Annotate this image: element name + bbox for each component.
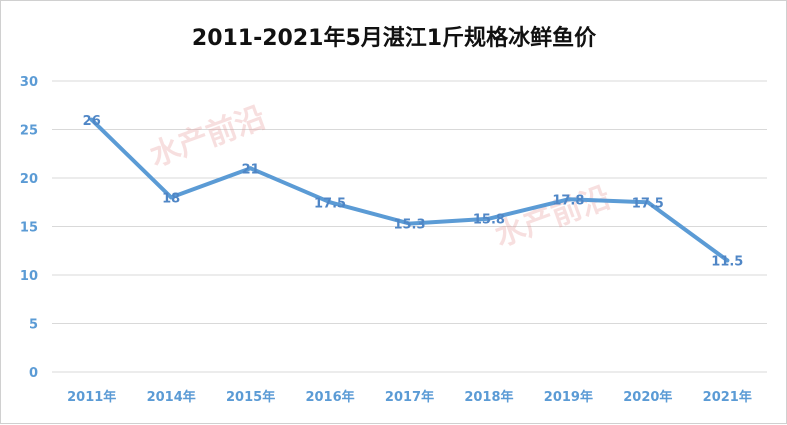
y-tick-label: 15 (20, 221, 38, 236)
x-tick-label: 2016年 (305, 389, 354, 405)
y-tick-label: 5 (29, 318, 38, 333)
data-label: 17.5 (314, 196, 346, 211)
x-tick-label: 2017年 (385, 389, 434, 405)
data-point (89, 117, 94, 122)
watermark: 水产前沿 (490, 180, 615, 254)
data-label: 21 (242, 162, 260, 177)
x-tick-label: 2020年 (623, 389, 672, 405)
y-tick-label: 25 (20, 124, 38, 139)
series-layer (89, 117, 730, 263)
gridlines (52, 80, 767, 373)
y-tick-label: 0 (29, 366, 38, 381)
data-point (169, 195, 174, 200)
data-label: 11.5 (711, 254, 743, 269)
x-tick-label: 2014年 (147, 389, 196, 405)
data-label: 17.8 (552, 193, 584, 208)
data-label: 18 (162, 191, 180, 206)
data-label: 17.5 (632, 196, 664, 211)
data-label: 15.3 (393, 218, 425, 233)
x-tick-label: 2019年 (544, 389, 593, 405)
chart-title: 2011-2021年5月湛江1斤规格冰鲜鱼价 (192, 25, 597, 51)
x-tick-label: 2018年 (464, 389, 513, 405)
data-point (407, 221, 412, 226)
y-tick-label: 20 (20, 172, 38, 187)
x-tick-label: 2021年 (703, 389, 752, 405)
data-label: 15.8 (473, 213, 505, 228)
x-tick-label: 2015年 (226, 389, 275, 405)
data-point (725, 258, 730, 263)
x-tick-label: 2011年 (67, 389, 116, 405)
data-point (645, 200, 650, 205)
y-axis: 0 5 10 15 20 25 30 (20, 75, 38, 381)
data-point (248, 166, 253, 171)
data-point (328, 200, 333, 205)
y-tick-label: 30 (20, 75, 38, 90)
x-axis: 2011年 2014年 2015年 2016年 2017年 2018年 2019年 2020年… (67, 389, 752, 405)
data-labels: 26 18 21 17.5 15.3 15.8 17.8 17.5 11.5 (83, 114, 744, 270)
data-point (566, 197, 571, 202)
data-label: 26 (83, 114, 101, 129)
data-point (486, 216, 491, 221)
y-tick-label: 10 (20, 269, 38, 284)
